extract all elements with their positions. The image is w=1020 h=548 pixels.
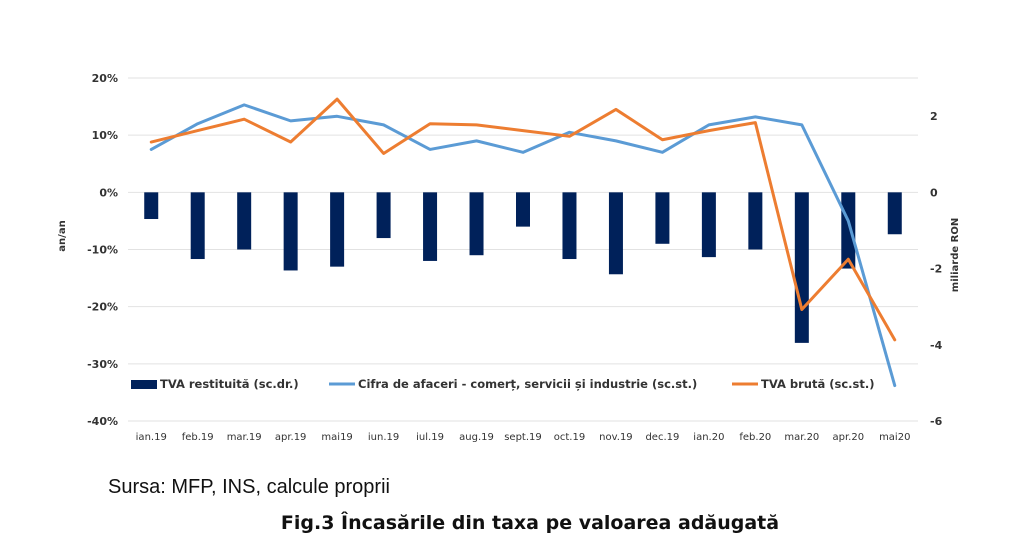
x-tick-label: aug.19: [459, 432, 494, 443]
bar: [794, 192, 809, 343]
x-tick-label: ian.19: [136, 432, 167, 443]
legend: TVA restituită (sc.dr.) Cifra de afaceri …: [131, 377, 874, 391]
legend-label: TVA brută (sc.st.): [761, 377, 874, 391]
x-tick-label: mar.19: [227, 432, 262, 443]
bar: [237, 192, 252, 250]
right-axis-ticks: 2 0 -2 -4 -6: [930, 110, 943, 428]
right-tick-label: 0: [930, 186, 938, 199]
bar: [887, 192, 902, 235]
x-tick-label: sept.19: [504, 432, 542, 443]
left-tick-label: 20%: [92, 72, 118, 85]
x-tick-label: feb.19: [182, 432, 214, 443]
left-axis-title: an/an: [57, 220, 68, 251]
left-tick-label: -30%: [87, 358, 118, 371]
bar: [190, 192, 205, 260]
legend-label: TVA restituită (sc.dr.): [160, 377, 299, 391]
legend-swatch: [131, 380, 157, 389]
bar: [562, 192, 577, 260]
x-axis-ticks: ian.19 feb.19 mar.19 apr.19 mai19 iun.19 iul.1…: [136, 432, 911, 443]
left-tick-label: 0%: [99, 186, 118, 199]
x-tick-label: iul.19: [416, 432, 444, 443]
left-tick-label: 10%: [92, 129, 118, 142]
bar: [748, 192, 763, 250]
right-tick-label: -4: [930, 339, 943, 352]
bar: [469, 192, 484, 256]
source-note: Sursa: MFP, INS, calcule proprii: [108, 476, 390, 498]
bar: [330, 192, 345, 267]
left-axis-ticks: 20% 10% 0% -10% -20% -30% -40%: [87, 72, 118, 428]
x-tick-label: dec.19: [645, 432, 679, 443]
x-tick-label: iun.19: [368, 432, 399, 443]
right-tick-label: -6: [930, 415, 943, 428]
x-tick-label: apr.20: [833, 432, 865, 443]
x-tick-label: nov.19: [599, 432, 633, 443]
left-tick-label: -20%: [87, 301, 118, 314]
left-tick-label: -40%: [87, 415, 118, 428]
bar: [608, 192, 623, 275]
series-line: [149, 97, 897, 342]
x-tick-label: ian.20: [693, 432, 724, 443]
bar: [144, 192, 159, 220]
bar: [376, 192, 391, 239]
x-tick-label: mai20: [879, 432, 910, 443]
x-tick-label: oct.19: [554, 432, 585, 443]
left-tick-label: -10%: [87, 244, 118, 257]
legend-label: Cifra de afaceri - comerț, servicii și i…: [358, 377, 697, 391]
right-axis-title: miliarde RON: [950, 218, 961, 292]
bar: [283, 192, 298, 271]
chart: 20% 10% 0% -10% -20% -30% -40% 2 0 -2 -4 -6 ian.19…: [57, 72, 961, 443]
right-tick-label: -2: [930, 263, 942, 276]
bar: [655, 192, 670, 244]
x-tick-label: feb.20: [739, 432, 771, 443]
bar: [841, 192, 856, 269]
x-tick-label: mar.20: [784, 432, 819, 443]
right-tick-label: 2: [930, 110, 938, 123]
line-series: [149, 97, 897, 388]
bar-series: [144, 192, 902, 343]
series-line: [149, 103, 897, 388]
figure-caption: Fig.3 Încasările din taxa pe valoarea ad…: [280, 512, 780, 534]
x-tick-label: apr.19: [275, 432, 307, 443]
bar: [423, 192, 438, 261]
x-tick-label: mai19: [321, 432, 352, 443]
bar: [701, 192, 716, 258]
bar: [516, 192, 530, 227]
